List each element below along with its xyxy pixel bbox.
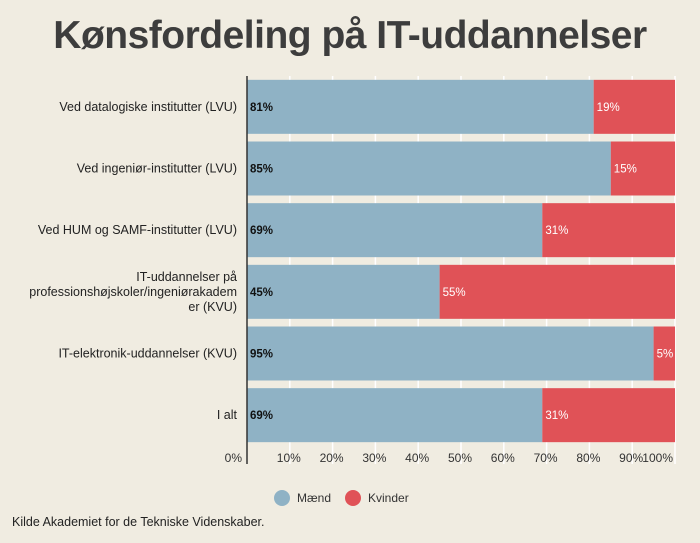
source-note: Kilde Akademiet for de Tekniske Videnska… bbox=[12, 515, 265, 529]
category-label: IT-uddannelser på bbox=[136, 270, 237, 284]
value-label: 45% bbox=[250, 287, 273, 299]
category-label: I alt bbox=[217, 408, 238, 422]
value-label: 69% bbox=[250, 410, 273, 422]
x-tick-label: 0% bbox=[225, 451, 243, 465]
bar-maend bbox=[247, 326, 654, 381]
value-labels: 81% 19% 85% 15% 69% 31% 45% 55% 95% 5% 69% 31% bbox=[250, 102, 673, 422]
value-label: 15% bbox=[614, 164, 637, 176]
x-tick-label: 20% bbox=[320, 451, 344, 465]
value-label: 31% bbox=[545, 410, 568, 422]
value-label: 81% bbox=[250, 102, 273, 114]
category-label: professionshøjskoler/ingeniørakadem bbox=[29, 285, 237, 299]
bar-maend bbox=[247, 141, 611, 196]
bars bbox=[247, 79, 675, 443]
x-tick-label: 50% bbox=[448, 451, 472, 465]
bar-kvinder bbox=[542, 388, 675, 443]
x-tick-label: 100% bbox=[642, 451, 673, 465]
bar-kvinder bbox=[542, 203, 675, 258]
bar-maend bbox=[247, 264, 440, 319]
category-labels: Ved datalogiske institutter (LVU) Ved ing… bbox=[29, 100, 237, 422]
x-tick-labels: 0% 10% 20% 30% 40% 50% 60% 70% 80% 90% 100% bbox=[225, 451, 674, 465]
value-label: 95% bbox=[250, 349, 273, 361]
x-tick-label: 70% bbox=[534, 451, 558, 465]
value-label: 5% bbox=[657, 349, 674, 361]
value-label: 69% bbox=[250, 225, 273, 237]
bar-maend bbox=[247, 203, 543, 258]
category-label: er (KVU) bbox=[188, 300, 237, 314]
chart-title: Kønsfordeling på IT-uddannelser bbox=[53, 14, 647, 57]
category-label: IT-elektronik-uddannelser (KVU) bbox=[58, 347, 237, 361]
category-label: Ved ingeniør-institutter (LVU) bbox=[77, 162, 237, 176]
legend-marker bbox=[274, 490, 290, 506]
x-tick-label: 40% bbox=[405, 451, 429, 465]
x-tick-label: 60% bbox=[491, 451, 515, 465]
bar-kvinder bbox=[593, 79, 675, 134]
bar-maend bbox=[247, 388, 543, 443]
bar-kvinder bbox=[610, 141, 675, 196]
category-label: Ved datalogiske institutter (LVU) bbox=[59, 100, 237, 114]
x-tick-label: 10% bbox=[277, 451, 301, 465]
value-label: 85% bbox=[250, 164, 273, 176]
bar-chart: Ved datalogiske institutter (LVU) Ved ing… bbox=[29, 76, 676, 506]
legend-marker bbox=[345, 490, 361, 506]
x-tick-label: 80% bbox=[576, 451, 600, 465]
legend-label: Kvinder bbox=[368, 491, 409, 505]
value-label: 19% bbox=[597, 102, 620, 114]
bar-kvinder bbox=[439, 264, 675, 319]
legend-label: Mænd bbox=[297, 491, 331, 505]
x-tick-label: 30% bbox=[362, 451, 386, 465]
value-label: 55% bbox=[443, 287, 466, 299]
legend: Mænd Kvinder bbox=[274, 490, 409, 506]
bar-kvinder bbox=[653, 326, 675, 381]
value-label: 31% bbox=[545, 225, 568, 237]
bar-maend bbox=[247, 79, 594, 134]
x-tick-label: 90% bbox=[619, 451, 643, 465]
category-label: Ved HUM og SAMF-institutter (LVU) bbox=[38, 223, 237, 237]
